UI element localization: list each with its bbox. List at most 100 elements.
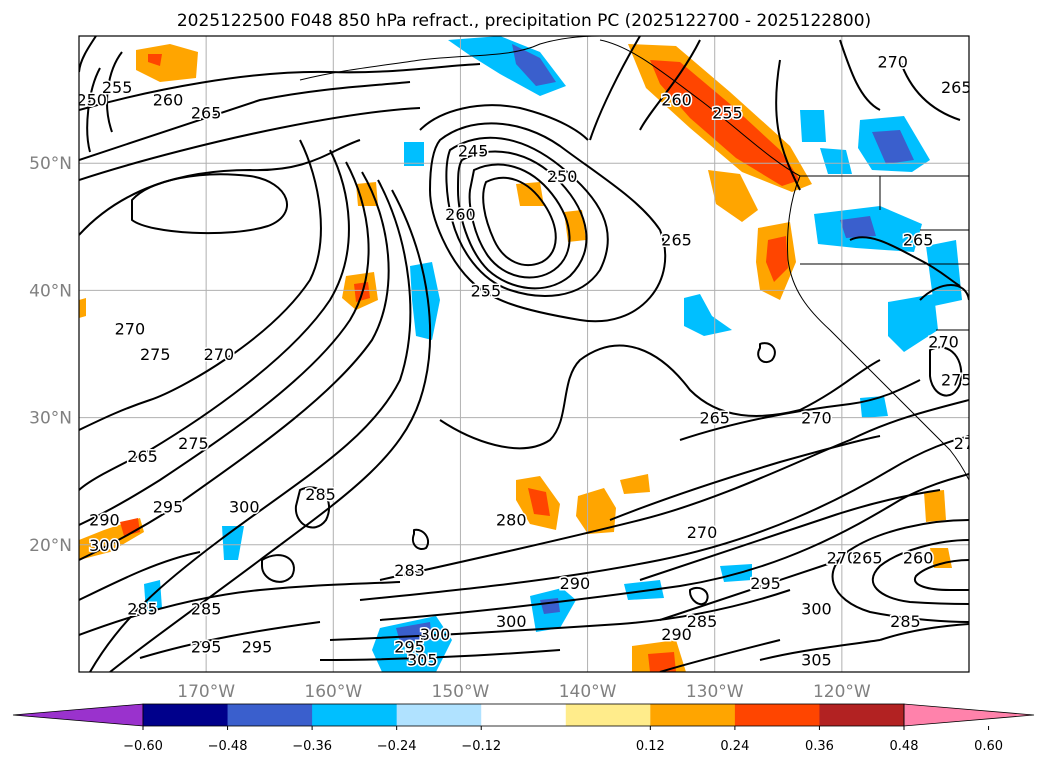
contour-line [79,581,401,636]
contour-label: 270 [204,345,235,364]
precip-blob [79,298,86,318]
precip-blob [888,294,938,352]
contour-line [445,136,609,297]
contour-line [759,639,881,661]
precip-blob [136,44,198,82]
colorbar-tick-label: 0.36 [805,739,834,754]
contour-line [639,39,701,131]
contour-line [589,36,641,141]
contour-label: 265 [127,447,158,466]
contour-line [379,473,969,621]
precip-blob [708,170,758,222]
contour-line [659,639,781,672]
contour-labels: 2502552602652452502602552652602552702652… [76,51,985,671]
contour-line [412,528,430,550]
contour-label: 265 [661,231,692,250]
contour-label: 290 [661,625,692,644]
precip-blob [820,148,852,174]
contour-label: 275 [941,370,972,389]
contour-line [429,122,667,323]
contour-label: 260 [903,549,934,568]
lon-tick-label: 130°W [686,682,744,702]
precip-blob [516,182,544,206]
contour-line [929,346,963,397]
map-plot-area: 2502552602652452502602552652602552702652… [76,36,985,672]
contour-label: 295 [191,638,222,657]
precip-blob [800,110,826,142]
precip-blob [410,262,440,340]
contour-label: 270 [877,52,908,71]
colorbar-swatch [565,704,651,726]
contour-label: 250 [547,167,578,186]
precip-blob [576,488,616,534]
contour-line [839,39,881,111]
contour-line [659,559,841,621]
alaska-coast [299,36,601,81]
border-line [920,229,969,330]
refractivity-contours [79,36,969,672]
colorbar-tick-label: 0.12 [636,739,665,754]
precip-blob [766,236,788,282]
precip-blob [512,44,556,86]
graticule-labels: 170°W 160°W 150°W 140°W 130°W 120°W 50°N 40°N 30… [29,154,871,702]
contour-line [482,176,557,266]
colorbar-tick-label: −0.24 [377,739,417,754]
precip-blob [924,490,946,522]
precipitation-shading [79,36,962,672]
contour-label: 270 [928,332,959,351]
colorbar-tick-label: −0.48 [208,739,248,754]
colorbar-tick-label: 0.24 [720,739,749,754]
contour-line [294,486,331,529]
contour-label: 260 [153,91,184,110]
contour-label: 270 [687,523,718,542]
contour-line [261,554,295,583]
colorbar-swatch [650,704,736,726]
precip-blob [648,652,676,672]
contour-line [86,67,101,153]
contour-line [872,539,969,605]
contour-label: 260 [661,91,692,110]
contour-label: 270 [954,434,985,453]
map-frame [78,35,970,673]
contour-label: 285 [305,485,336,504]
contour-label: 300 [801,599,832,618]
contour-line [79,81,411,161]
colorbar-extend-low [12,703,144,727]
contour-line [879,623,969,641]
contour-line [609,435,881,521]
lon-tick-label: 140°W [559,682,617,702]
precip-blob [872,130,914,164]
contour-line [329,589,791,641]
colorbar-extend-high [903,703,1035,727]
colorbar-swatch [396,704,482,726]
colorbar-swatch [819,704,905,726]
precip-blob [528,488,550,516]
contour-label: 265 [941,78,972,97]
contour-label: 250 [76,91,107,110]
precip-blob [650,60,800,186]
colorbar-frame [142,703,905,727]
contour-label: 270 [115,320,146,339]
contour-label: 265 [191,103,222,122]
precip-blob [148,54,162,66]
colorbar-swatch [734,704,820,726]
colorbar-tick-label: 0.60 [974,739,1003,754]
precip-blob [144,580,162,612]
north-america-coast [787,175,969,481]
contour-line [913,559,969,591]
contour-label: 300 [496,612,527,631]
contour-label: 285 [127,599,158,618]
lon-tick-label: 160°W [304,682,362,702]
contour-line [139,621,321,659]
colorbar-swatch [481,704,567,726]
contour-label: 295 [750,574,781,593]
lat-tick-label: 50°N [29,154,72,174]
contour-line [831,519,969,623]
contour-label: 300 [89,536,120,555]
colorbar-tick-label: −0.60 [123,739,163,754]
contour-label: 245 [458,141,489,160]
contour-label: 295 [394,638,425,657]
contour-label: 265 [699,409,730,428]
contour-line [757,342,776,364]
